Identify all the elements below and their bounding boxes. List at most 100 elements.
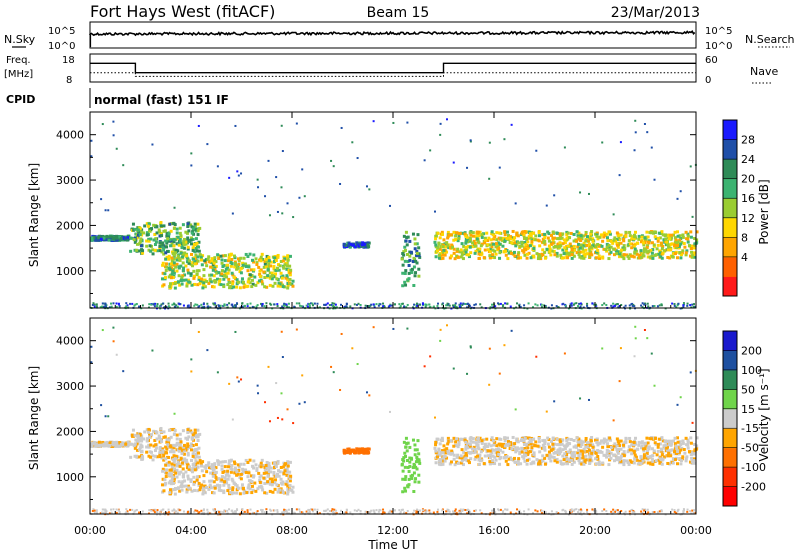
power-cell (190, 252, 194, 256)
velocity-cell (613, 442, 617, 446)
power-cell (162, 224, 166, 228)
velocity-cell (182, 449, 186, 453)
power-cell (347, 244, 351, 248)
velocity-cell (488, 456, 492, 460)
velocity-cell (642, 456, 646, 460)
power-cell (649, 231, 653, 235)
velocity-cell (135, 454, 139, 458)
velocity-cell (366, 449, 370, 453)
velocity-cell (226, 477, 230, 481)
power-cell (133, 240, 137, 244)
power-cell (233, 260, 237, 264)
power-cell (588, 247, 592, 251)
velocity-cell (165, 445, 169, 449)
power-cell (107, 235, 111, 239)
velocity-cell (616, 449, 620, 453)
velocity-cell (632, 443, 636, 447)
velocity-cell (382, 508, 385, 511)
power-cell (164, 251, 168, 255)
velocity-cell (149, 455, 153, 459)
power-cell (686, 237, 690, 241)
power-cell (145, 222, 149, 226)
power-cell (617, 306, 620, 309)
velocity-cell (513, 447, 517, 451)
power-cell (600, 233, 604, 237)
velocity-cell (446, 450, 450, 454)
velocity-cell (206, 463, 210, 467)
velocity-cell (196, 465, 200, 469)
power-cell (210, 273, 214, 277)
power-cell (586, 239, 590, 243)
power-cell (186, 247, 190, 251)
velocity-cell (441, 459, 445, 463)
velocity-cell (402, 456, 406, 460)
velocity-cell (438, 457, 442, 461)
power-cell (188, 259, 192, 263)
power-cell (480, 306, 483, 309)
velocity-cell (160, 483, 164, 487)
power-cell (187, 280, 191, 284)
power-cell (282, 255, 286, 259)
power-cell (671, 302, 674, 305)
velocity-cell (207, 511, 210, 514)
velocity-cell (646, 441, 650, 445)
velocity-cell (448, 452, 452, 456)
velocity-cell (455, 511, 458, 514)
velocity-cell (558, 439, 562, 443)
velocity-cell (441, 451, 445, 455)
velocity-cell (298, 508, 301, 511)
power-cell (197, 240, 201, 244)
velocity-cell (515, 448, 519, 452)
velocity-cell (650, 447, 654, 451)
power-cell (677, 246, 681, 250)
velocity-cell (493, 455, 497, 459)
power-cell (92, 302, 95, 305)
velocity-cell (243, 510, 246, 513)
power-cell (286, 305, 289, 308)
velocity-cell (176, 441, 180, 445)
velocity-cell (289, 474, 293, 478)
velocity-cell (506, 440, 510, 444)
velocity-cell (172, 428, 176, 432)
power-cell (601, 239, 605, 243)
power-cell (310, 302, 313, 305)
velocity-cell (226, 469, 230, 473)
power-cell (267, 159, 270, 162)
power-cell (180, 255, 184, 259)
power-cell (138, 226, 142, 230)
velocity-cell (520, 447, 524, 451)
power-cell (565, 254, 569, 258)
power-cell (506, 257, 510, 261)
power-cell (442, 238, 446, 242)
velocity-cell (523, 437, 527, 441)
power-cell (167, 232, 171, 236)
velocity-cell (272, 470, 276, 474)
velocity-cell (425, 510, 428, 513)
power-cell (492, 306, 495, 309)
power-cell (595, 234, 599, 238)
power-cell (212, 285, 216, 289)
power-cell (460, 253, 464, 257)
velocity-cell (190, 458, 194, 462)
velocity-cell (227, 474, 231, 478)
power-cell (579, 302, 582, 305)
power-cell (268, 276, 272, 280)
velocity-cell (403, 451, 407, 455)
power-cell (351, 141, 354, 144)
velocity-cell (252, 474, 256, 478)
power-cell (414, 271, 418, 275)
power-cell (286, 258, 290, 262)
power-cell (135, 236, 139, 240)
power-cell (459, 248, 463, 252)
power-cell (172, 240, 176, 244)
velocity-cell (602, 453, 606, 457)
velocity-cell (145, 439, 149, 443)
power-cell (414, 259, 418, 263)
power-cell (189, 242, 193, 246)
power-cell (611, 241, 615, 245)
power-cell (199, 279, 203, 283)
velocity-cell (694, 511, 697, 514)
power-cell (573, 302, 576, 305)
velocity-cell (516, 508, 519, 511)
velocity-cell (462, 450, 466, 454)
